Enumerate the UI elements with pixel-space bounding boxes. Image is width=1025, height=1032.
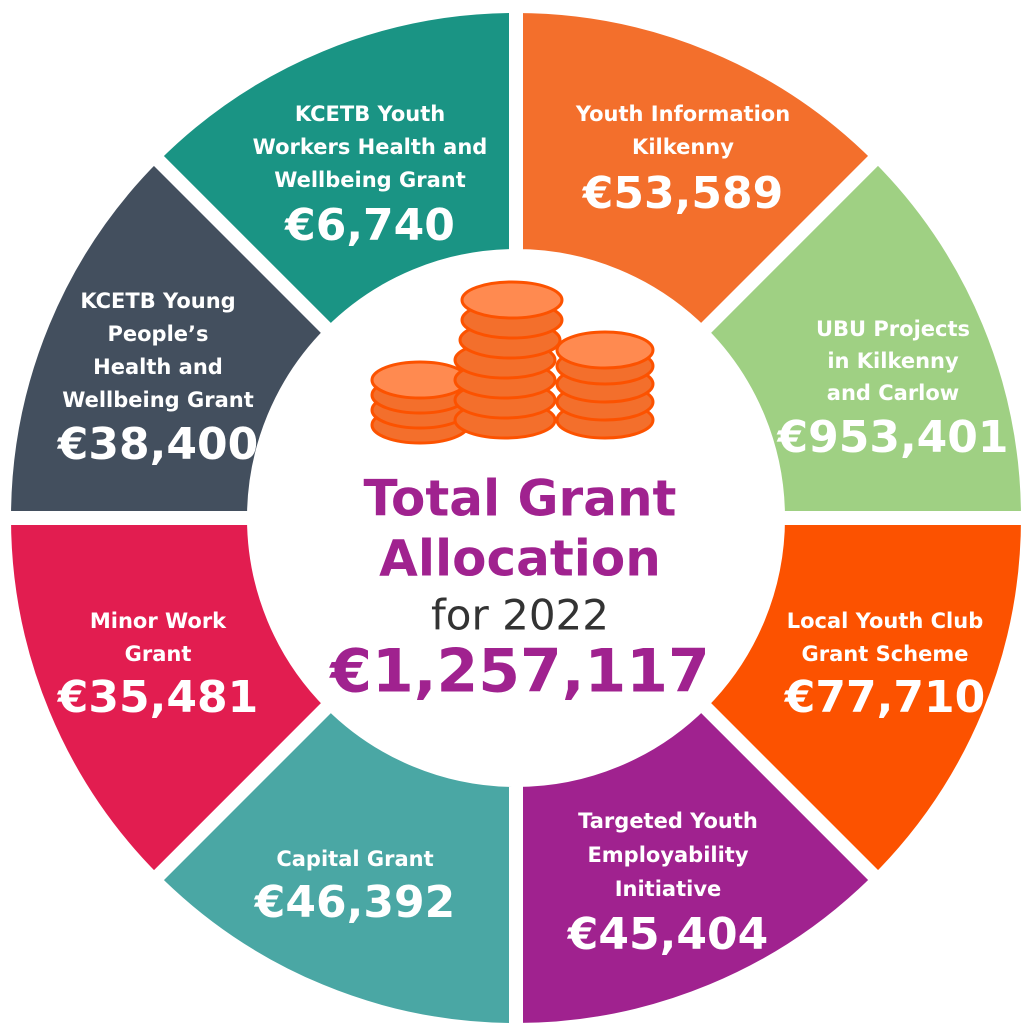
segment-label: Grant Scheme <box>802 642 969 666</box>
segment-label: Capital Grant <box>276 847 433 871</box>
segment <box>691 511 1025 890</box>
segment-label: Minor Work <box>90 609 227 633</box>
segment <box>509 0 888 343</box>
segment <box>0 511 341 890</box>
labels: Youth Information Kilkenny €53,589 UBU Proj… <box>57 102 1009 960</box>
segment-label: Workers Health and <box>253 135 488 159</box>
segment-label: People’s <box>107 322 208 346</box>
segment-label: KCETB Young <box>80 289 235 313</box>
segment-label: Local Youth Club <box>787 609 984 633</box>
segment-label: KCETB Youth <box>295 102 445 126</box>
segment-label: Kilkenny <box>632 135 734 159</box>
segment <box>509 693 888 1032</box>
total: €1,257,117 <box>328 637 710 707</box>
segment-label: in Kilkenny <box>827 349 959 373</box>
segment-label: Employability <box>587 843 748 867</box>
coin-stack-middle <box>453 280 564 440</box>
subtitle: for 2022 <box>431 591 609 640</box>
title-line: Total Grant <box>364 470 677 528</box>
segment-label: Wellbeing Grant <box>62 388 254 412</box>
coin <box>555 330 655 370</box>
segment-label: and Carlow <box>827 381 959 405</box>
segment-amount: €53,589 <box>582 168 783 219</box>
segment-label: Wellbeing Grant <box>274 168 466 192</box>
segment-amount: €45,404 <box>567 909 768 960</box>
segment-label: UBU Projects <box>816 317 970 341</box>
segment-amount: €46,392 <box>254 877 455 928</box>
coins-icon <box>370 280 655 445</box>
segment <box>691 146 1025 525</box>
segment <box>0 146 341 525</box>
segment-amount: €38,400 <box>57 419 258 470</box>
segment-amount: €35,481 <box>57 672 258 723</box>
segment-amount: €6,740 <box>284 200 455 251</box>
segment-amount: €77,710 <box>784 672 985 723</box>
segment-label: Youth Information <box>575 102 790 126</box>
coin <box>460 280 564 320</box>
segment <box>144 693 523 1032</box>
segment-label: Grant <box>125 642 192 666</box>
segment-amount: €953,401 <box>776 412 1008 463</box>
title-line: Allocation <box>379 530 661 588</box>
segment-label: Targeted Youth <box>578 809 758 833</box>
coin-stack-left <box>370 360 470 445</box>
segment-label: Initiative <box>615 877 722 901</box>
segment-label: Health and <box>93 355 223 379</box>
segment <box>144 0 523 343</box>
coin-stack-right <box>555 330 655 440</box>
